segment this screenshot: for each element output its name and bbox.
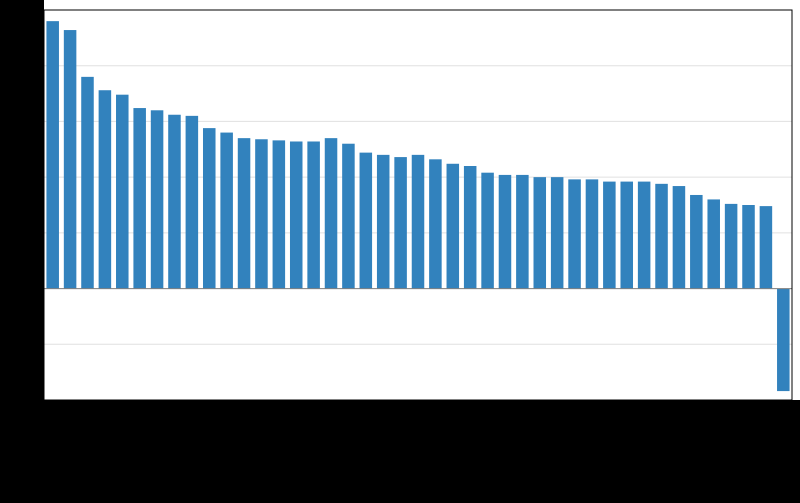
bar: [116, 95, 129, 289]
bar-chart: [0, 0, 800, 503]
bar: [151, 110, 164, 288]
bar-chart-svg: [0, 0, 800, 503]
bar: [690, 195, 703, 289]
bar: [534, 177, 547, 288]
bar: [394, 157, 407, 288]
bar: [186, 116, 199, 289]
bar: [99, 90, 112, 288]
bar: [81, 77, 94, 289]
bar: [568, 179, 581, 288]
bar: [603, 182, 616, 289]
bar: [516, 175, 529, 289]
bar: [742, 205, 755, 289]
y-axis-label-band: [0, 0, 44, 400]
bar: [499, 175, 512, 289]
bar: [760, 206, 773, 288]
bar: [255, 139, 268, 288]
bar: [220, 133, 233, 289]
bar: [481, 173, 494, 289]
bar: [273, 140, 286, 288]
bar: [429, 159, 442, 288]
bar: [325, 138, 338, 288]
bar: [133, 108, 146, 289]
x-axis-label-band: [0, 400, 800, 503]
bar: [464, 166, 477, 289]
bar: [707, 199, 720, 288]
bar: [46, 21, 59, 288]
bar: [777, 289, 790, 392]
bar: [203, 128, 216, 288]
bar: [673, 186, 686, 289]
bar: [447, 164, 460, 289]
bar: [551, 177, 564, 288]
bar: [377, 155, 390, 289]
bar: [638, 182, 651, 289]
bar: [412, 155, 425, 289]
bar: [586, 179, 599, 288]
bar: [238, 138, 251, 288]
bar: [620, 182, 633, 289]
bar: [64, 30, 77, 289]
bar: [290, 141, 303, 288]
bar: [307, 141, 320, 288]
bar: [655, 184, 668, 289]
bar: [168, 115, 181, 289]
bar: [360, 153, 373, 289]
bar: [342, 144, 355, 289]
bar: [725, 204, 738, 289]
